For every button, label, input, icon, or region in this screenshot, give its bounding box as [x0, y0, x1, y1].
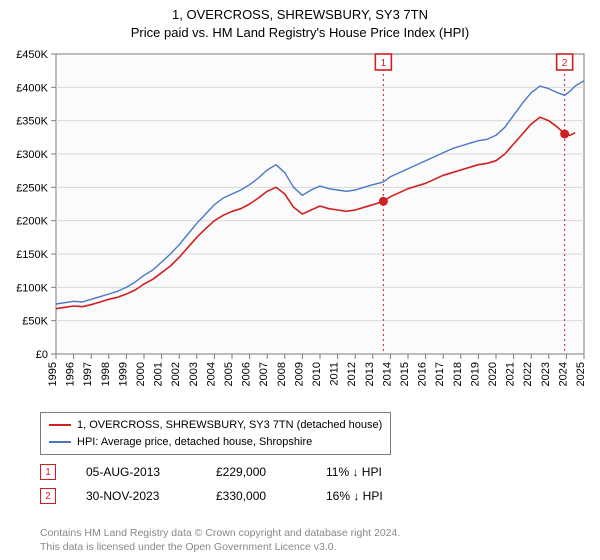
- sale-price: £229,000: [216, 465, 296, 479]
- svg-text:£100K: £100K: [16, 282, 48, 294]
- sale-date: 05-AUG-2013: [86, 465, 186, 479]
- svg-text:£0: £0: [36, 349, 48, 361]
- legend-label: 1, OVERCROSS, SHREWSBURY, SY3 7TN (detac…: [77, 417, 382, 434]
- svg-text:1995: 1995: [47, 362, 59, 386]
- svg-text:2008: 2008: [276, 362, 288, 386]
- sale-pct-vs-hpi: 11% ↓ HPI: [326, 465, 446, 479]
- svg-text:2004: 2004: [205, 362, 217, 386]
- svg-text:2014: 2014: [381, 362, 393, 386]
- svg-text:2013: 2013: [364, 362, 376, 386]
- svg-text:2005: 2005: [223, 362, 235, 386]
- svg-text:£250K: £250K: [16, 182, 48, 194]
- chart-title-block: 1, OVERCROSS, SHREWSBURY, SY3 7TN Price …: [0, 0, 600, 41]
- svg-text:2: 2: [562, 58, 568, 69]
- svg-text:£300K: £300K: [16, 149, 48, 161]
- sale-date: 30-NOV-2023: [86, 489, 186, 503]
- legend-item: 1, OVERCROSS, SHREWSBURY, SY3 7TN (detac…: [49, 417, 382, 434]
- sale-row: 1 05-AUG-2013 £229,000 11% ↓ HPI: [40, 460, 446, 484]
- footer-attribution: Contains HM Land Registry data © Crown c…: [40, 526, 400, 554]
- svg-text:£50K: £50K: [22, 316, 48, 328]
- svg-text:£150K: £150K: [16, 249, 48, 261]
- legend-label: HPI: Average price, detached house, Shro…: [77, 434, 312, 451]
- svg-text:£200K: £200K: [16, 216, 48, 228]
- legend-swatch: [49, 424, 71, 426]
- footer-line2: This data is licensed under the Open Gov…: [40, 540, 400, 554]
- svg-text:1999: 1999: [117, 362, 129, 386]
- svg-text:2022: 2022: [522, 362, 534, 386]
- sale-pct-vs-hpi: 16% ↓ HPI: [326, 489, 446, 503]
- chart-title-line2: Price paid vs. HM Land Registry's House …: [0, 24, 600, 42]
- chart-title-line1: 1, OVERCROSS, SHREWSBURY, SY3 7TN: [0, 6, 600, 24]
- legend-item: HPI: Average price, detached house, Shro…: [49, 434, 382, 451]
- svg-text:2006: 2006: [241, 362, 253, 386]
- svg-text:2002: 2002: [170, 362, 182, 386]
- svg-text:2024: 2024: [557, 362, 569, 386]
- legend: 1, OVERCROSS, SHREWSBURY, SY3 7TN (detac…: [40, 412, 391, 455]
- svg-text:2012: 2012: [346, 362, 358, 386]
- sale-row: 2 30-NOV-2023 £330,000 16% ↓ HPI: [40, 484, 446, 508]
- svg-text:2018: 2018: [452, 362, 464, 386]
- svg-text:2025: 2025: [575, 362, 587, 386]
- svg-text:2017: 2017: [434, 362, 446, 386]
- svg-text:£450K: £450K: [16, 49, 48, 61]
- svg-text:2021: 2021: [505, 362, 517, 386]
- svg-text:2001: 2001: [153, 362, 165, 386]
- svg-text:1998: 1998: [100, 362, 112, 386]
- svg-text:1996: 1996: [65, 362, 77, 386]
- svg-text:2009: 2009: [293, 362, 305, 386]
- svg-text:2016: 2016: [417, 362, 429, 386]
- svg-text:2010: 2010: [311, 362, 323, 386]
- svg-text:2020: 2020: [487, 362, 499, 386]
- svg-text:2003: 2003: [188, 362, 200, 386]
- svg-text:2015: 2015: [399, 362, 411, 386]
- footer-line1: Contains HM Land Registry data © Crown c…: [40, 526, 400, 540]
- sales-list: 1 05-AUG-2013 £229,000 11% ↓ HPI 2 30-NOV-202…: [40, 460, 446, 508]
- svg-text:1997: 1997: [82, 362, 94, 386]
- chart: £0 £50K £100K £150K £200K £250K £300K £350K £400…: [0, 46, 600, 406]
- sale-price: £330,000: [216, 489, 296, 503]
- sale-badge: 2: [40, 488, 56, 504]
- svg-text:1: 1: [381, 58, 387, 69]
- svg-text:2007: 2007: [258, 362, 270, 386]
- sale-badge: 1: [40, 464, 56, 480]
- svg-text:£350K: £350K: [16, 116, 48, 128]
- svg-text:2000: 2000: [135, 362, 147, 386]
- svg-text:2023: 2023: [540, 362, 552, 386]
- svg-text:2019: 2019: [469, 362, 481, 386]
- svg-text:£400K: £400K: [16, 82, 48, 94]
- legend-swatch: [49, 441, 71, 443]
- svg-text:2011: 2011: [329, 362, 341, 386]
